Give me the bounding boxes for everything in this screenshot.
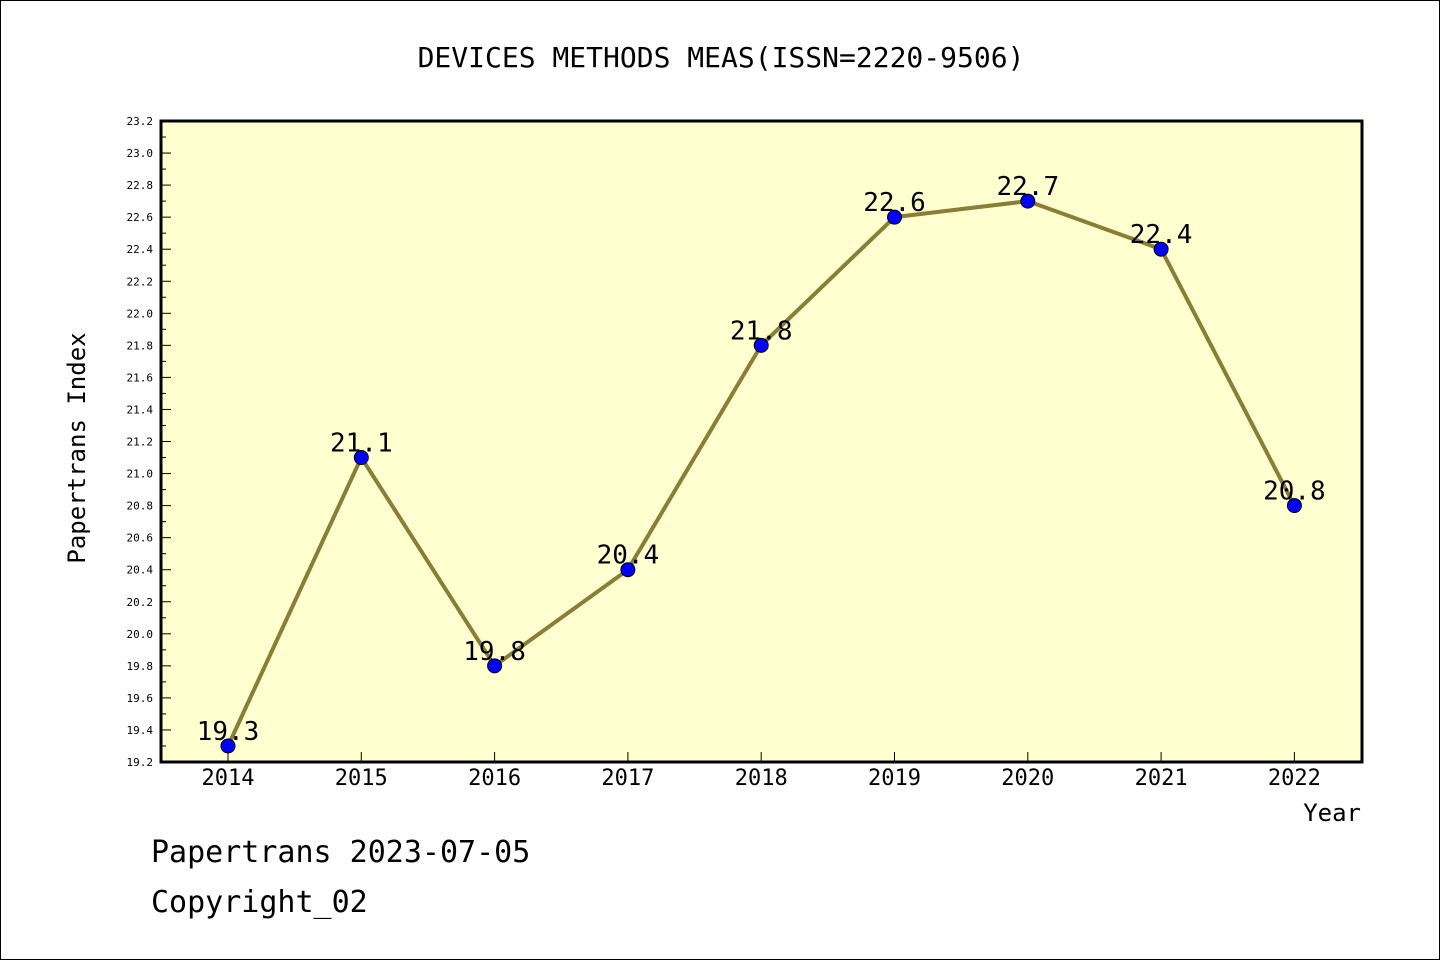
x-tick-label: 2014 bbox=[202, 766, 255, 791]
x-tick-label: 2019 bbox=[868, 766, 921, 791]
y-tick-label: 19.2 bbox=[127, 756, 154, 769]
y-tick-label: 20.2 bbox=[127, 596, 154, 609]
data-label: 22.4 bbox=[1130, 220, 1193, 250]
data-label: 20.8 bbox=[1263, 477, 1326, 507]
y-tick-label: 22.6 bbox=[127, 211, 154, 224]
chart-title: DEVICES METHODS MEAS(ISSN=2220-9506) bbox=[418, 41, 1025, 74]
y-tick-label: 19.8 bbox=[127, 660, 154, 673]
data-label: 21.8 bbox=[730, 316, 793, 346]
y-tick-label: 22.8 bbox=[127, 179, 154, 192]
y-tick-label: 23.2 bbox=[127, 115, 154, 128]
y-tick-label: 20.8 bbox=[127, 500, 154, 513]
y-tick-label: 19.6 bbox=[127, 692, 154, 705]
y-tick-label: 20.4 bbox=[127, 564, 154, 577]
x-tick-label: 2017 bbox=[601, 766, 654, 791]
x-tick-label: 2021 bbox=[1135, 766, 1188, 791]
y-tick-label: 23.0 bbox=[127, 147, 154, 160]
x-axis: 2014 2015 2016 2017 2018 2019 2020 2021 2022 bbox=[202, 752, 1321, 791]
data-point bbox=[1020, 193, 1036, 209]
data-point bbox=[220, 738, 236, 754]
data-point bbox=[353, 450, 369, 466]
series-markers bbox=[220, 193, 1302, 754]
data-point bbox=[1153, 241, 1169, 257]
y-tick-label: 20.0 bbox=[127, 628, 154, 641]
y-axis: 19.2 19.4 19.6 19.8 20.0 20.2 20.4 20.6 20.8 21.0… bbox=[127, 115, 171, 769]
y-axis-label: Papertrans Index bbox=[63, 332, 91, 563]
data-point bbox=[887, 209, 902, 225]
footer-copyright: Copyright_02 bbox=[151, 885, 368, 920]
x-tick-label: 2020 bbox=[1001, 766, 1054, 791]
data-point bbox=[1286, 498, 1302, 514]
data-point bbox=[620, 562, 636, 578]
data-label: 22.6 bbox=[863, 188, 926, 218]
y-tick-label: 22.2 bbox=[127, 275, 154, 288]
y-tick-label: 21.4 bbox=[127, 403, 154, 416]
y-tick-label: 22.4 bbox=[127, 243, 154, 256]
data-labels: 19.3 21.1 19.8 20.4 21.8 22.6 22.7 22.4 20.8 bbox=[197, 172, 1326, 747]
footer-date: Papertrans 2023-07-05 bbox=[151, 835, 531, 870]
y-tick-label: 20.6 bbox=[127, 532, 154, 545]
x-axis-label: Year bbox=[1303, 799, 1361, 827]
x-tick-label: 2016 bbox=[468, 766, 521, 791]
y-tick-label: 21.2 bbox=[127, 436, 154, 449]
data-label: 20.4 bbox=[597, 541, 660, 571]
x-tick-label: 2015 bbox=[335, 766, 388, 791]
data-label: 21.1 bbox=[330, 429, 393, 459]
data-point bbox=[753, 337, 769, 353]
plot-area bbox=[159, 119, 1364, 764]
y-tick-label: 21.0 bbox=[127, 468, 154, 481]
data-label: 19.3 bbox=[197, 717, 260, 747]
x-tick-label: 2018 bbox=[735, 766, 788, 791]
y-tick-label: 22.0 bbox=[127, 307, 154, 320]
y-tick-label: 21.6 bbox=[127, 371, 154, 384]
y-tick-label: 21.8 bbox=[127, 339, 154, 352]
y-tick-label: 19.4 bbox=[127, 724, 154, 737]
x-tick-label: 2022 bbox=[1268, 766, 1321, 791]
data-label: 19.8 bbox=[463, 637, 526, 667]
data-label: 22.7 bbox=[996, 172, 1059, 202]
data-point bbox=[487, 658, 503, 674]
